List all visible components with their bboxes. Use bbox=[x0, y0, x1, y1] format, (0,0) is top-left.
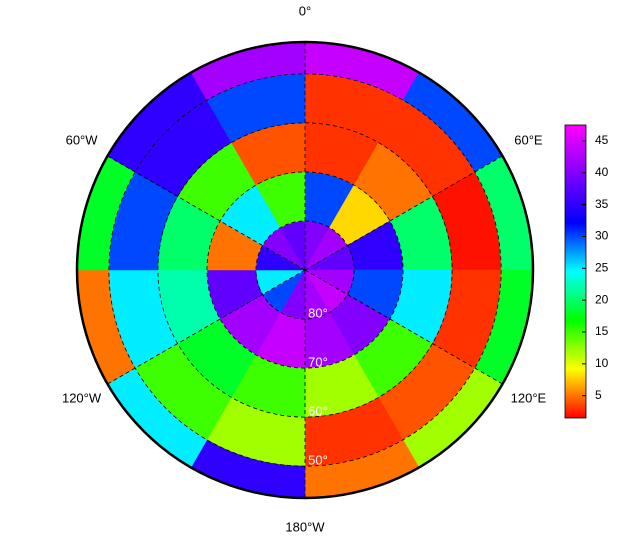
colorbar-tick-label: 15 bbox=[595, 324, 609, 338]
colorbar-tick-label: 25 bbox=[595, 260, 609, 274]
colorbar-tick-label: 30 bbox=[595, 229, 609, 243]
latitude-label: 70° bbox=[308, 355, 328, 370]
longitude-label: 60°E bbox=[514, 132, 543, 147]
meridian bbox=[304, 155, 503, 271]
longitude-label: 120°W bbox=[62, 390, 102, 405]
longitude-label: 60°W bbox=[66, 132, 99, 147]
colorbar-tick-label: 5 bbox=[595, 388, 602, 402]
latitude-circle bbox=[157, 122, 453, 418]
latitude-label: 60° bbox=[308, 404, 328, 419]
map-border bbox=[75, 40, 535, 500]
colorbar-tick-label: 45 bbox=[595, 133, 609, 147]
colorbar-tick-label: 35 bbox=[595, 197, 609, 211]
colorbar bbox=[564, 124, 587, 419]
latitude-circle bbox=[108, 73, 502, 467]
latitude-circle bbox=[255, 220, 355, 320]
longitude-label: 0° bbox=[299, 3, 311, 18]
meridian bbox=[107, 269, 306, 385]
meridian bbox=[304, 269, 503, 385]
colorbar-tick-label: 20 bbox=[595, 292, 609, 306]
latitude-label: 80° bbox=[308, 305, 328, 320]
latitude-label: 50° bbox=[308, 453, 328, 468]
colorbar-tick-label: 10 bbox=[595, 356, 609, 370]
latitude-circle bbox=[206, 171, 404, 369]
longitude-label: 180°W bbox=[285, 519, 325, 534]
colorbar-tick-label: 40 bbox=[595, 165, 609, 179]
longitude-label: 120°E bbox=[511, 390, 547, 405]
meridian bbox=[107, 155, 306, 271]
